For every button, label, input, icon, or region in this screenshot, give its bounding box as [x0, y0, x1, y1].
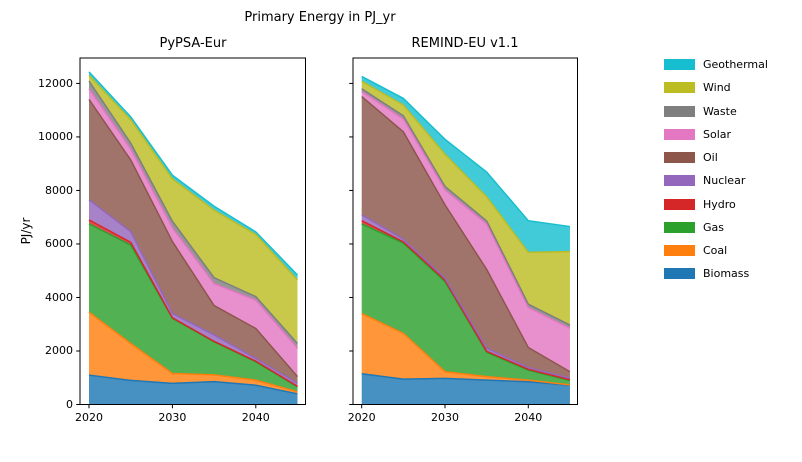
legend-swatch-icon: [664, 175, 695, 187]
edge-wind: [88, 74, 299, 281]
legend-swatch-icon: [664, 59, 695, 70]
legend-swatch-icon: [664, 152, 695, 163]
axes-spines: [79, 57, 306, 405]
y-tick-label: 2000: [45, 344, 73, 358]
edge-waste: [88, 80, 299, 344]
legend-label: Hydro: [703, 197, 736, 211]
x-tick-label: 2020: [347, 411, 376, 424]
legend-label: Oil: [703, 151, 718, 164]
area-gas: [361, 223, 570, 385]
plot-area-left: [88, 71, 299, 405]
area-coal: [361, 313, 570, 386]
edge-biomass: [361, 372, 571, 386]
legend-swatch-icon: [664, 82, 695, 94]
legend-label: Nuclear: [703, 174, 746, 188]
x-tick-label: 2040: [241, 411, 270, 424]
edge-nuclear: [361, 214, 571, 380]
edge-geothermal: [361, 75, 571, 228]
y-tick-label: 12000: [38, 76, 73, 90]
edge-coal: [88, 311, 298, 393]
area-solar: [89, 88, 298, 377]
y-tick-label: 10000: [38, 130, 73, 144]
legend-swatch-icon: [664, 105, 695, 117]
y-tick-label: 8000: [45, 183, 73, 197]
area-geothermal: [361, 76, 570, 253]
area-wind: [89, 75, 298, 344]
area-biomass: [89, 375, 298, 405]
area-solar: [361, 91, 570, 372]
x-tick-label: 2030: [158, 411, 187, 424]
y-tick-label: 4000: [45, 290, 73, 304]
x-tick-label: 2030: [431, 411, 459, 424]
subplot-title-left: PyPSA-Eur: [159, 36, 227, 51]
edge-nuclear: [88, 199, 298, 385]
legend-swatch-icon: [664, 221, 695, 233]
edge-wind: [361, 80, 570, 254]
legend-label: Gas: [703, 220, 724, 234]
figure-title: Primary Energy in PJ_yr: [244, 10, 396, 25]
edge-hydro: [361, 220, 571, 381]
x-tick-label: 2020: [75, 411, 103, 424]
subplot-title-right: REMIND-EU v1.1: [411, 36, 519, 51]
legend-label: Wind: [703, 81, 731, 95]
legend-swatch-icon: [664, 268, 695, 280]
edge-geothermal: [88, 71, 299, 276]
y-tick-label: 0: [66, 398, 73, 411]
legend-swatch-icon: [664, 245, 695, 256]
area-waste: [89, 81, 298, 349]
legend-label: Waste: [703, 104, 737, 118]
area-gas: [89, 223, 298, 392]
legend-label: Solar: [703, 127, 732, 141]
edge-biomass: [88, 374, 298, 395]
area-oil: [89, 99, 298, 384]
area-coal: [89, 312, 298, 394]
edge-coal: [361, 312, 571, 386]
edge-hydro: [88, 219, 298, 387]
area-nuclear: [89, 199, 298, 387]
y-tick-label: 6000: [45, 237, 73, 251]
legend-label: Coal: [703, 244, 728, 257]
edge-oil: [88, 99, 299, 378]
legend-label: Geothermal: [703, 58, 768, 71]
legend-label: Biomass: [703, 267, 750, 281]
plot-area-right: [361, 75, 571, 405]
edge-solar: [361, 90, 571, 330]
legend-swatch-icon: [664, 128, 695, 140]
edge-waste: [361, 88, 571, 326]
x-tick-label: 2040: [514, 411, 543, 424]
edge-oil: [361, 95, 571, 373]
edge-solar: [88, 88, 299, 349]
axes-spines: [352, 57, 578, 405]
legend-swatch-icon: [664, 198, 695, 210]
